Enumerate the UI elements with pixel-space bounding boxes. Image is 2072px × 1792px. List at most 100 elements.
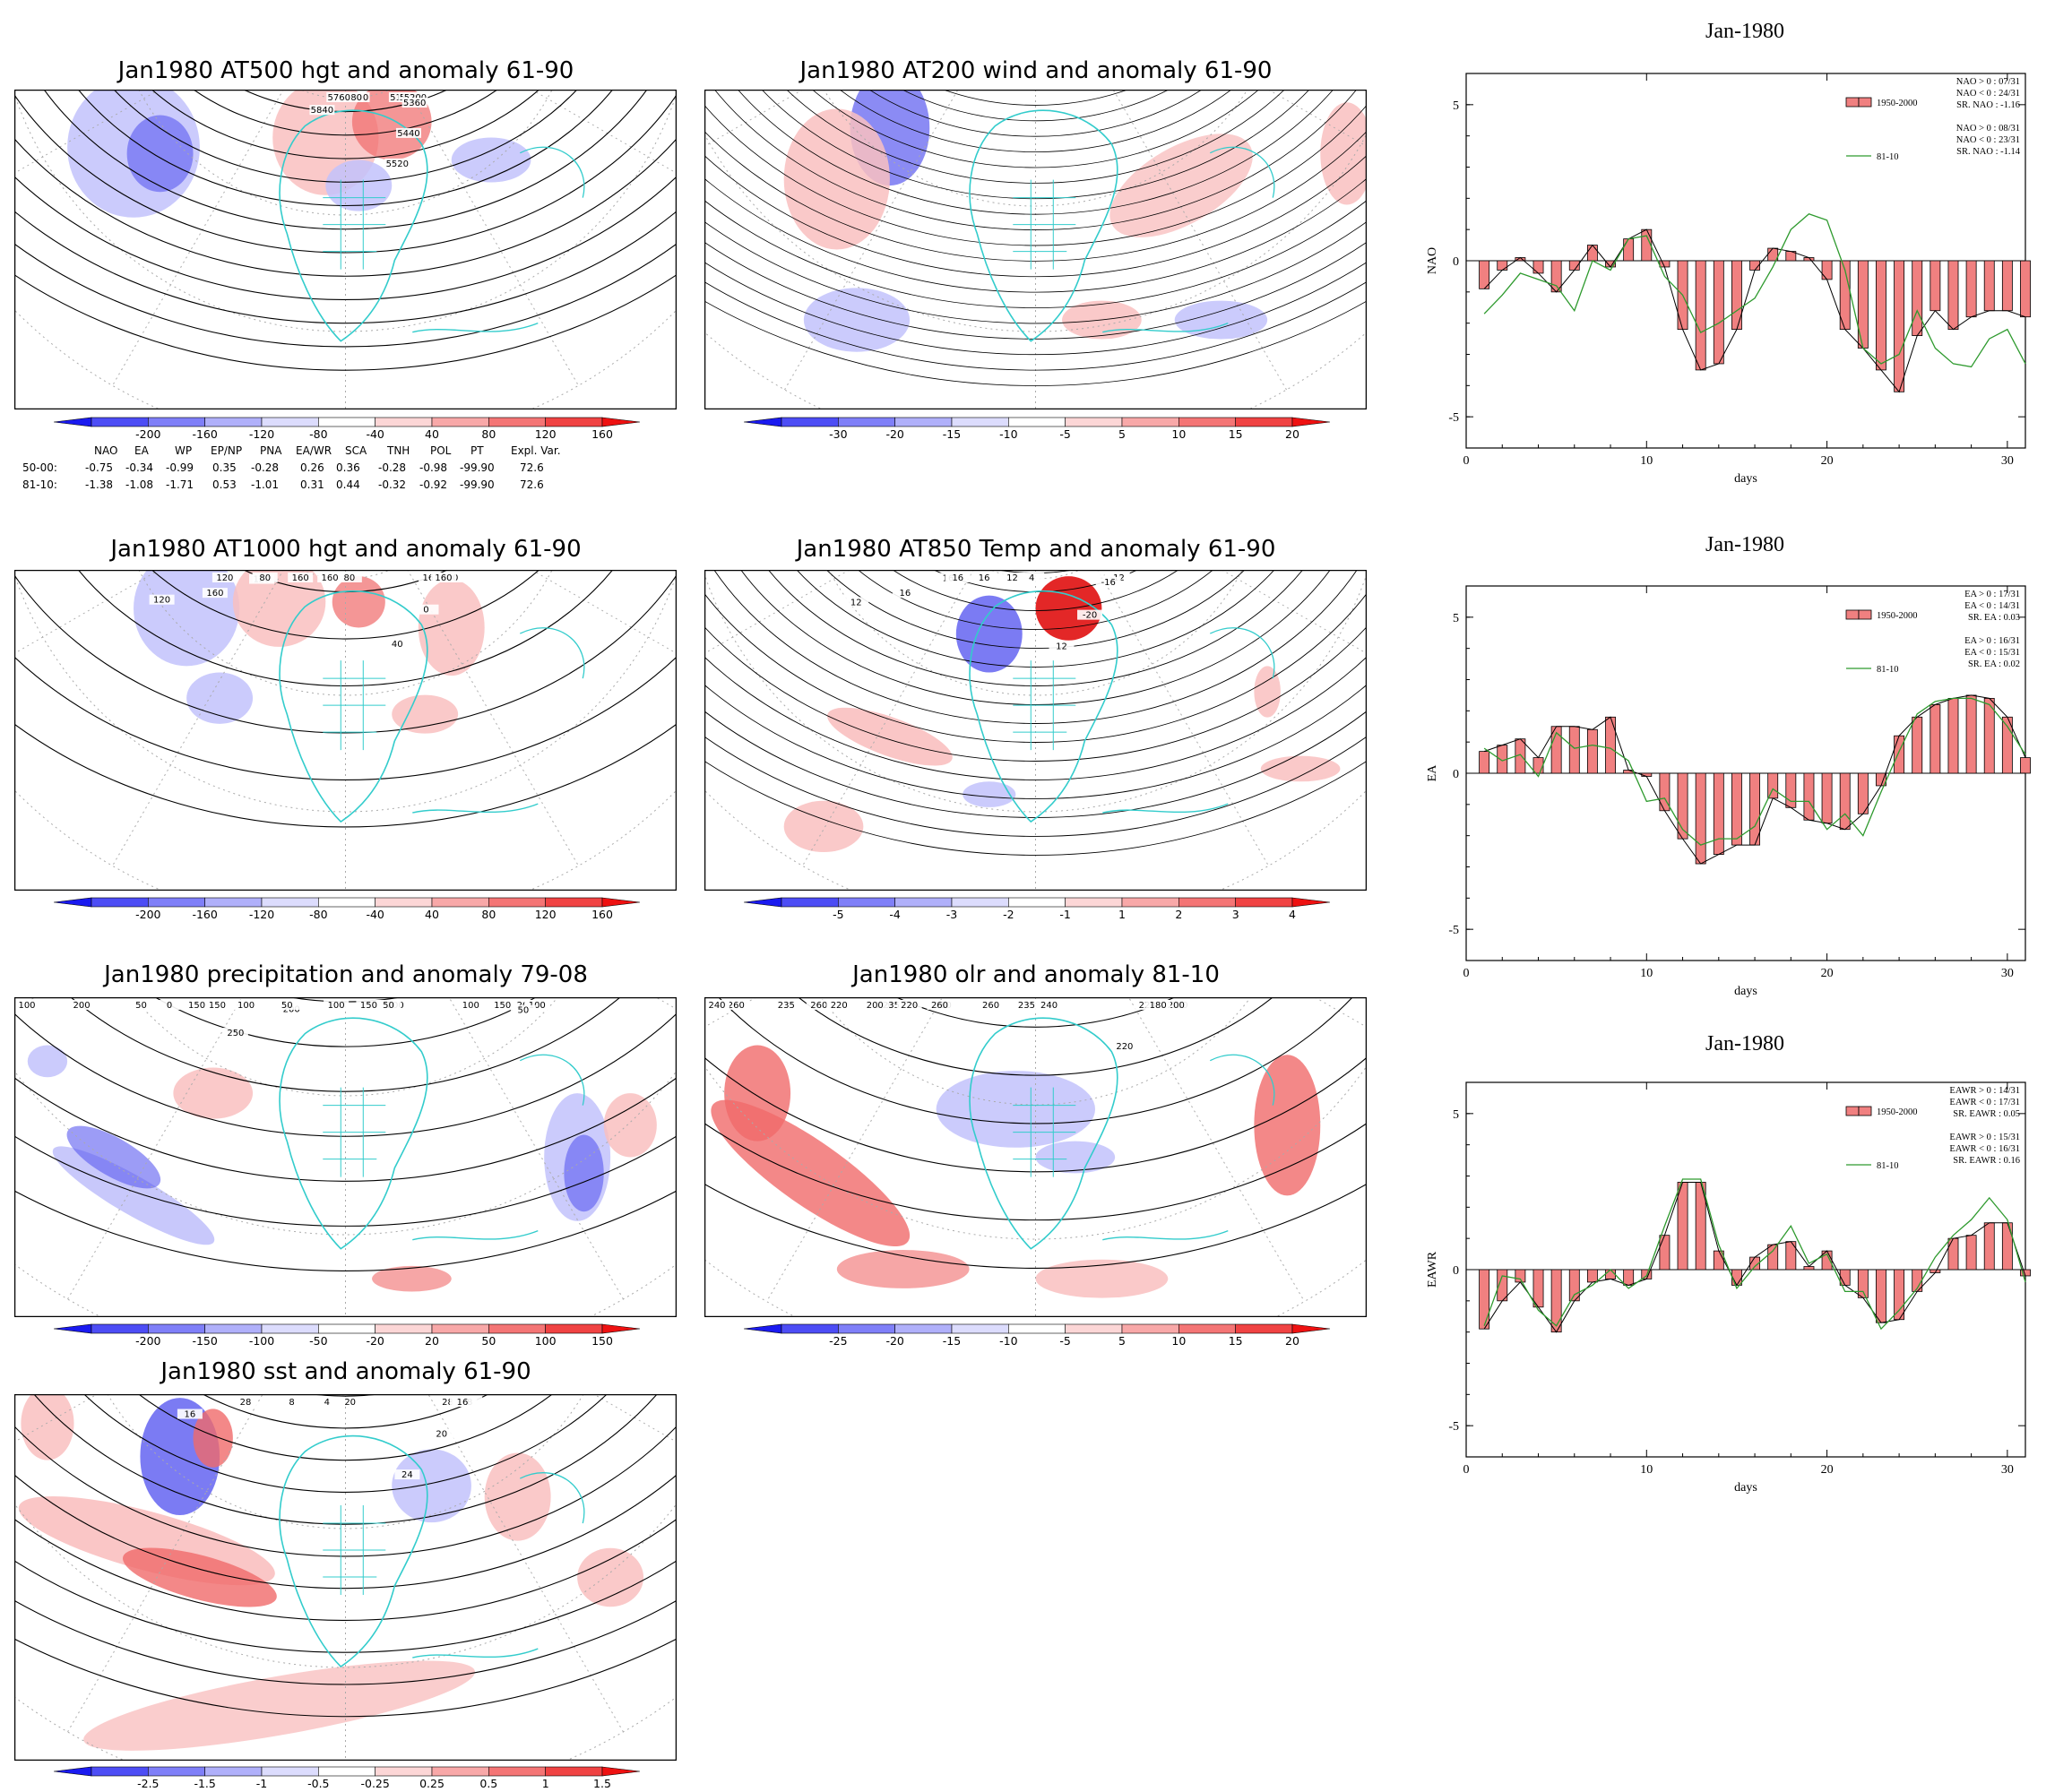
x-tick-label: 20: [1821, 454, 1834, 468]
anomaly-shading: [392, 694, 459, 734]
anomaly-shading: [827, 707, 953, 766]
colorbar-bin: [375, 417, 433, 427]
contour-line: [704, 155, 1367, 278]
colorbar-at1000: -200-160-120-80-404080120160200: [54, 897, 641, 921]
contour-label-bg: [510, 1004, 536, 1015]
state-borders: [1013, 1087, 1076, 1177]
map-precip: 1001502001501005020050150100200250501001…: [14, 997, 677, 1317]
legend-bar-stat: SR. EA : 0.03: [1968, 613, 2020, 623]
map-olr: 2202351602001802202402352602802802602602…: [704, 997, 1367, 1317]
colorbar-arrow-left: [744, 897, 782, 908]
colorbar-bin: [91, 1766, 149, 1777]
colorbar-bin: [431, 897, 489, 908]
contour-label: 20: [344, 1398, 356, 1408]
bar: [1894, 735, 1905, 774]
contour-label-bg: [1049, 641, 1075, 651]
contour-label: 100: [18, 1001, 35, 1011]
contour-line: [718, 997, 1353, 1124]
x-axis-label: days: [1734, 472, 1757, 486]
contour-label-bg: [394, 1469, 420, 1480]
legend-line-stat: SR. EAWR : 0.16: [1953, 1156, 2020, 1166]
colorbar-tick-label: -4: [889, 908, 901, 921]
contour-label: 24: [401, 1470, 413, 1480]
contour-label: 260: [982, 1001, 999, 1011]
bar: [2001, 260, 2013, 312]
anomaly-shading: [325, 159, 393, 211]
contour-line: [14, 176, 677, 300]
index-value: 0.36: [336, 461, 360, 474]
colorbar-bin: [148, 897, 205, 908]
anomaly-shading: [66, 1125, 161, 1189]
legend-bar-swatch: [1845, 1106, 1860, 1116]
state-borders: [323, 660, 386, 751]
colorbar-tick-label: 40: [425, 908, 439, 921]
colorbar-tick-label: -80: [309, 908, 327, 921]
map-title-at1000: Jan1980 AT1000 hgt and anomaly 61-90: [110, 536, 582, 563]
colorbar-tick-label: 80: [481, 908, 496, 921]
colorbar-arrow-left: [54, 417, 92, 427]
contour-label-bg: [288, 573, 314, 582]
contour-line: [704, 656, 1367, 780]
contour-line: [14, 1518, 677, 1621]
contour-label-bg: [896, 1000, 922, 1010]
coastline: [279, 1017, 428, 1250]
contour-label: 100: [529, 1001, 546, 1011]
contour-line: [761, 90, 1310, 200]
y-tick-label: 0: [1453, 768, 1459, 781]
index-value: -0.28: [251, 461, 280, 474]
contour-label-bg: [862, 1000, 888, 1010]
map-title-at850: Jan1980 AT850 Temp and anomaly 61-90: [796, 536, 1276, 563]
bar: [1947, 1237, 1959, 1271]
colorbar-bin: [91, 417, 149, 427]
colorbar-tick-label: 80: [481, 427, 496, 441]
legend-line-stat: EAWR > 0 : 15/31: [1949, 1133, 2020, 1142]
contour-line: [14, 573, 677, 734]
colorbar-tick-label: -5: [1059, 1334, 1070, 1348]
contour-label: 16: [952, 573, 963, 583]
contour-line: [902, 90, 1170, 122]
contour-label: 240: [708, 1001, 725, 1011]
contour-label-bg: [878, 1000, 904, 1010]
contour-label: 160: [292, 573, 309, 583]
contour-label: 240: [1040, 1001, 1058, 1011]
anomaly-shading: [783, 108, 890, 250]
colorbar-bin: [261, 1766, 319, 1777]
colorbar-bin: [431, 417, 489, 427]
contour-label: 150: [209, 1001, 226, 1011]
contour-line: [713, 570, 1358, 724]
contour-label: 220: [831, 1001, 848, 1011]
contour-label-bg: [14, 1000, 39, 1010]
contour-line: [151, 90, 540, 159]
colorbar-bin: [951, 417, 1009, 427]
bar: [1894, 260, 1905, 392]
bar: [1930, 260, 1941, 312]
bar: [1947, 260, 1959, 331]
contour-label-bg: [971, 573, 997, 582]
legend-bar-stat: NAO < 0 : 24/31: [1956, 89, 2020, 99]
bar: [1479, 1269, 1490, 1330]
colorbar-tick-label: -2.5: [137, 1777, 159, 1790]
colorbar-arrow-right: [601, 1323, 641, 1334]
anomaly-shading: [484, 1452, 551, 1541]
colorbar-tick-label: -120: [249, 427, 274, 441]
anomaly-shading: [1254, 666, 1281, 718]
bar: [1532, 757, 1544, 774]
contour-line: [704, 760, 1367, 856]
legend-line-stat: EA > 0 : 16/31: [1964, 636, 2020, 646]
index-value: -0.98: [419, 461, 448, 474]
coastline: [1102, 803, 1229, 814]
colorbar-arrow-right: [1291, 1323, 1331, 1334]
colorbar-tick-label: -50: [309, 1334, 327, 1348]
bar: [1568, 1269, 1580, 1302]
contour-label: 80: [343, 573, 355, 583]
line-series-81-10: [1483, 1178, 2026, 1331]
contour-label-bg: [395, 127, 421, 138]
colorbar-precip: -200-150-100-50-202050100150200: [54, 1323, 641, 1348]
colorbar-tick-label: -15: [943, 1334, 961, 1348]
contour-label: 120: [153, 596, 170, 606]
x-tick-label: 30: [2001, 1463, 2014, 1477]
x-tick-label: 20: [1821, 967, 1834, 980]
index-header: Expl. Var.: [511, 444, 561, 457]
contour-label-bg: [401, 98, 427, 108]
colorbar-tick-label: 15: [1229, 1334, 1243, 1348]
